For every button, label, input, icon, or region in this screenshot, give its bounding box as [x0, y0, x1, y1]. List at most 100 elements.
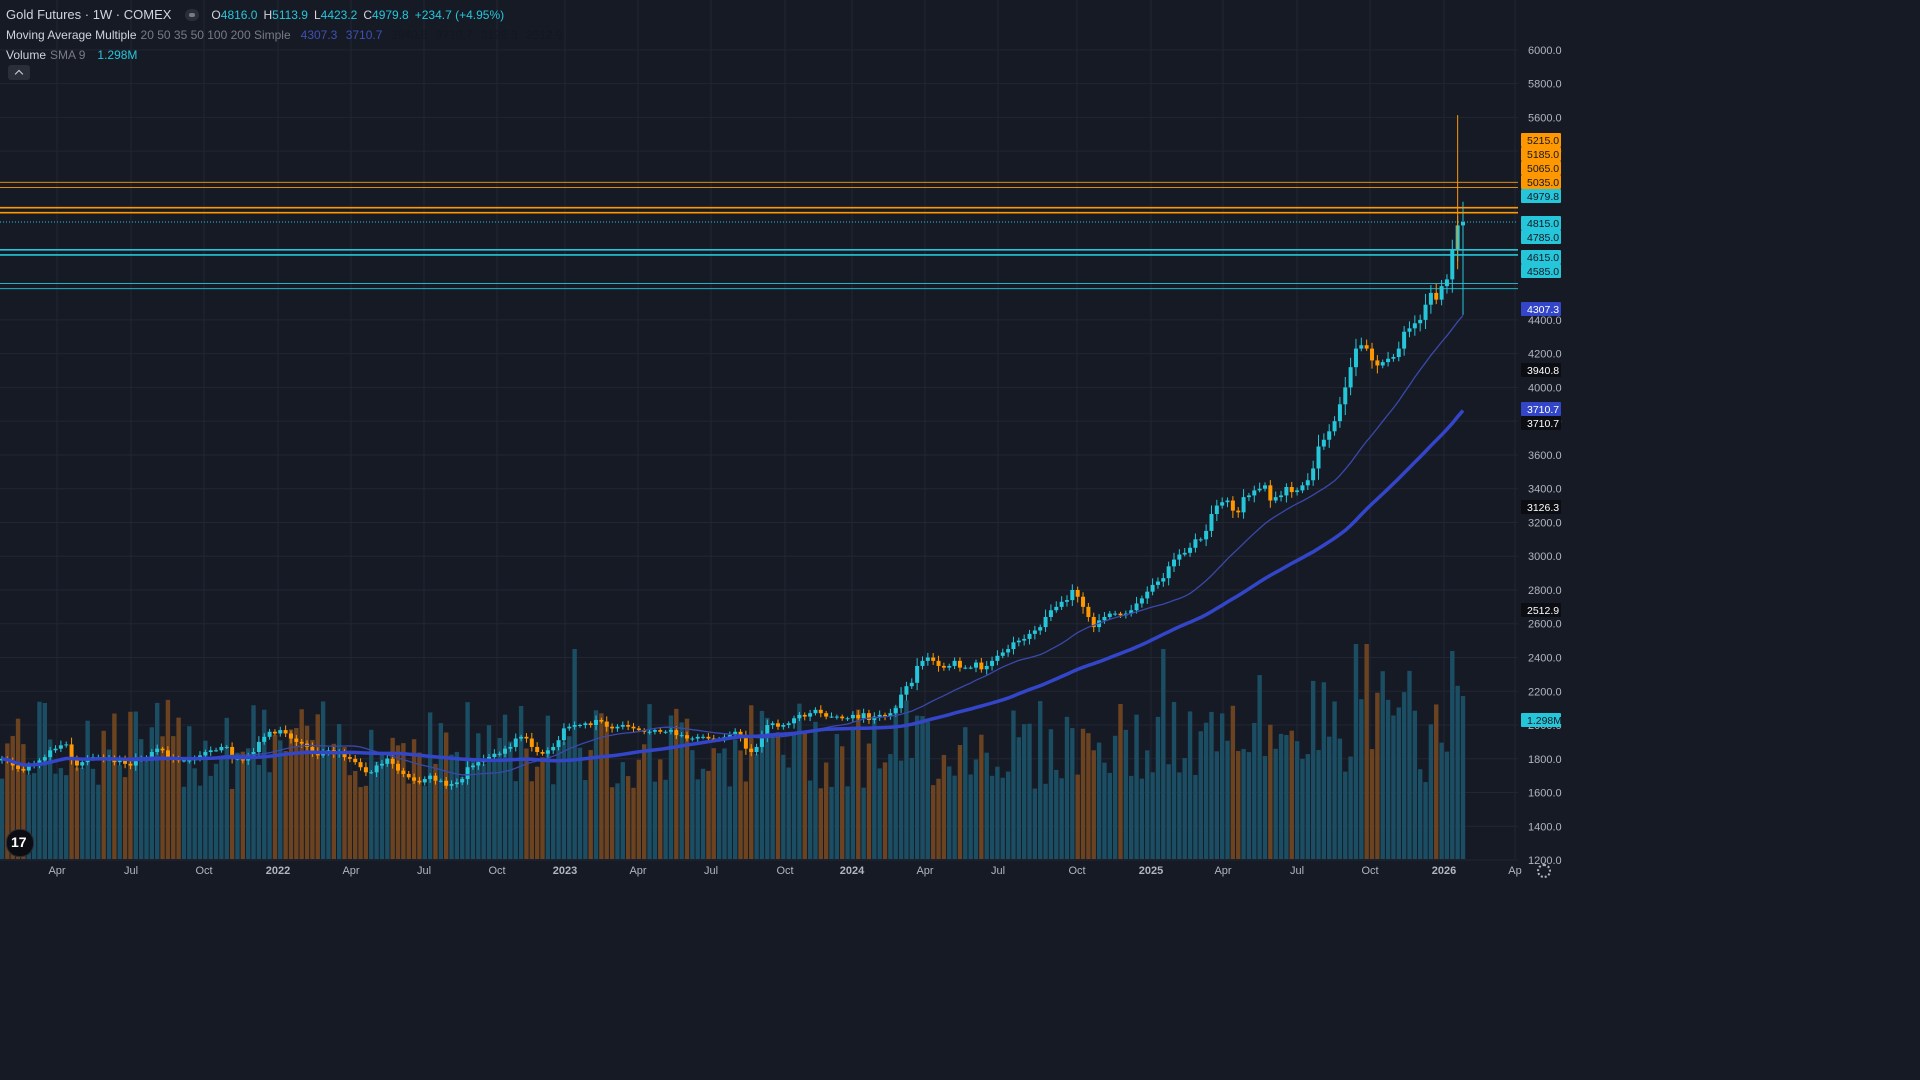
volume-bar	[1364, 644, 1369, 859]
candle-body	[840, 716, 845, 719]
volume-bar	[1038, 701, 1043, 859]
volume-bar	[1428, 724, 1434, 859]
candle-body	[834, 716, 839, 718]
candle-body	[1423, 304, 1428, 320]
candle-body	[487, 757, 491, 759]
price-tick-label: 4200.0	[1528, 349, 1562, 361]
candle-body	[1407, 328, 1412, 332]
candle-body	[1284, 487, 1289, 496]
time-tick-label: Jul	[417, 865, 431, 877]
volume-bar	[1027, 723, 1032, 859]
volume-bar	[1359, 699, 1364, 859]
candle-body	[781, 725, 786, 727]
volume-bar	[690, 750, 695, 859]
last-price-tag: 4979.8	[1527, 191, 1559, 203]
last-price-tag-bg	[1521, 189, 1561, 203]
candle-body	[1268, 485, 1273, 501]
horizontal-levels	[0, 181, 1518, 290]
volume-value: 1.298M	[97, 48, 138, 62]
symbol-title[interactable]: Gold Futures · 1W · COMEX	[6, 7, 172, 22]
volume-bar	[1048, 729, 1054, 859]
volume-bar	[0, 778, 5, 859]
candle-body	[979, 662, 984, 670]
gear-icon[interactable]	[1537, 864, 1551, 878]
candle-body	[1155, 581, 1160, 585]
volume-bar	[74, 767, 80, 859]
candle-body	[1370, 348, 1375, 361]
ma-indicator-name[interactable]: Moving Average Multiple	[6, 28, 137, 42]
volume-bar	[1369, 749, 1375, 859]
time-axis: Apr Jul Oct 2022 Apr Jul Oct 2023 Apr Jul Oct 2024 A…	[48, 865, 1521, 877]
chart-root[interactable]: 1200.01400.01600.01800.02000.02200.02400…	[0, 0, 1568, 882]
candle-body	[963, 667, 968, 669]
candle-body	[1236, 510, 1241, 513]
candle-body	[438, 780, 443, 782]
tradingview-logo-icon[interactable]: 17	[6, 829, 34, 857]
volume-bar	[213, 763, 219, 859]
volume-bar	[834, 734, 840, 859]
volume-bar	[786, 767, 791, 859]
candle-body	[1134, 603, 1139, 611]
candle-body	[1081, 596, 1086, 607]
candle-body	[503, 748, 508, 754]
candle-body	[631, 726, 636, 729]
legend-volume-row: Volume SMA 9 1.298M	[6, 45, 568, 65]
candle-body	[240, 758, 245, 761]
candle-body	[417, 780, 422, 783]
volume-bar	[856, 709, 861, 859]
volume-bar	[1268, 724, 1273, 859]
volume-bar	[262, 709, 267, 859]
price-tags: 5215.0 5185.0 5065.0 5035.0 4815.0 4785.0 4615…	[1521, 133, 1562, 727]
volume-bar	[674, 708, 679, 859]
candle-body	[754, 746, 759, 753]
volume-bar	[518, 705, 524, 859]
volume-bar	[1294, 741, 1300, 859]
volume-bar	[534, 766, 540, 859]
time-tick-label: 2024	[840, 865, 865, 877]
volume-bar	[909, 757, 914, 859]
volume-bar	[208, 775, 213, 859]
volume-bar	[1434, 704, 1439, 859]
volume-bar	[540, 757, 545, 859]
volume-bar	[1305, 754, 1311, 859]
time-tick-label: Jul	[704, 865, 718, 877]
volume-indicator-name[interactable]: Volume	[6, 48, 47, 62]
candle-body	[1150, 584, 1155, 592]
volume-bar	[133, 711, 138, 859]
volume-value-tag-bg	[1521, 713, 1561, 727]
chart-canvas[interactable]: 1200.01400.01600.01800.02000.02200.02400…	[0, 0, 1568, 882]
volume-bar	[1257, 675, 1262, 859]
ma-value-tag: 3940.8	[1527, 365, 1559, 377]
eye-icon[interactable]	[185, 9, 200, 21]
candle-body	[524, 736, 529, 739]
candle-body	[165, 750, 170, 758]
volume-bar	[1043, 783, 1048, 859]
price-tick-label: 2600.0	[1528, 619, 1562, 631]
volume-bar	[1203, 722, 1209, 859]
volume-bar	[417, 752, 422, 859]
chevron-up-icon[interactable]	[8, 65, 30, 80]
candle-body	[278, 730, 283, 734]
candle-body	[476, 762, 481, 766]
open-label: O	[211, 8, 221, 22]
candle-body	[58, 745, 63, 749]
volume-bar	[1000, 777, 1005, 859]
candle-body	[1204, 530, 1209, 540]
volume-bar	[727, 786, 733, 859]
candle-body	[797, 714, 802, 719]
time-tick-label: 2026	[1432, 865, 1456, 877]
candle-body	[984, 665, 989, 670]
volume-bar	[149, 727, 155, 859]
candle-body	[1364, 345, 1369, 349]
candle-body	[957, 660, 962, 668]
volume-indicator-params: SMA 9	[50, 48, 86, 62]
candle-body	[856, 714, 861, 719]
candle-body	[508, 746, 513, 749]
candle-body	[845, 718, 850, 720]
volume-bar	[1343, 771, 1348, 859]
level-price-tag: 5185.0	[1527, 149, 1559, 161]
candle-body	[551, 746, 556, 751]
candle-body	[64, 744, 69, 746]
volume-bar	[930, 785, 936, 859]
candle-body	[363, 767, 368, 773]
